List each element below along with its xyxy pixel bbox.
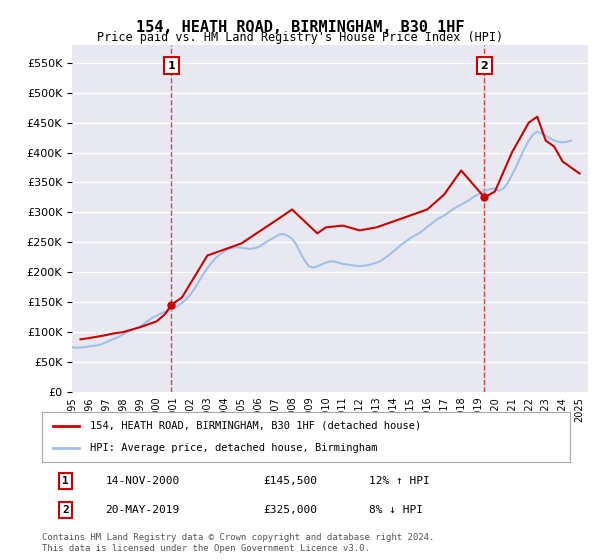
Text: 8% ↓ HPI: 8% ↓ HPI [370, 505, 424, 515]
Text: 1: 1 [167, 60, 175, 71]
Text: £145,500: £145,500 [264, 476, 318, 486]
Text: Price paid vs. HM Land Registry's House Price Index (HPI): Price paid vs. HM Land Registry's House … [97, 31, 503, 44]
Text: £325,000: £325,000 [264, 505, 318, 515]
Text: 154, HEATH ROAD, BIRMINGHAM, B30 1HF: 154, HEATH ROAD, BIRMINGHAM, B30 1HF [136, 20, 464, 35]
Text: 14-NOV-2000: 14-NOV-2000 [106, 476, 179, 486]
Text: 154, HEATH ROAD, BIRMINGHAM, B30 1HF (detached house): 154, HEATH ROAD, BIRMINGHAM, B30 1HF (de… [89, 421, 421, 431]
Text: 2: 2 [62, 505, 69, 515]
Text: 1: 1 [62, 476, 69, 486]
Text: 2: 2 [481, 60, 488, 71]
Text: Contains HM Land Registry data © Crown copyright and database right 2024.
This d: Contains HM Land Registry data © Crown c… [42, 533, 434, 553]
Text: HPI: Average price, detached house, Birmingham: HPI: Average price, detached house, Birm… [89, 443, 377, 453]
Text: 20-MAY-2019: 20-MAY-2019 [106, 505, 179, 515]
Text: 12% ↑ HPI: 12% ↑ HPI [370, 476, 430, 486]
